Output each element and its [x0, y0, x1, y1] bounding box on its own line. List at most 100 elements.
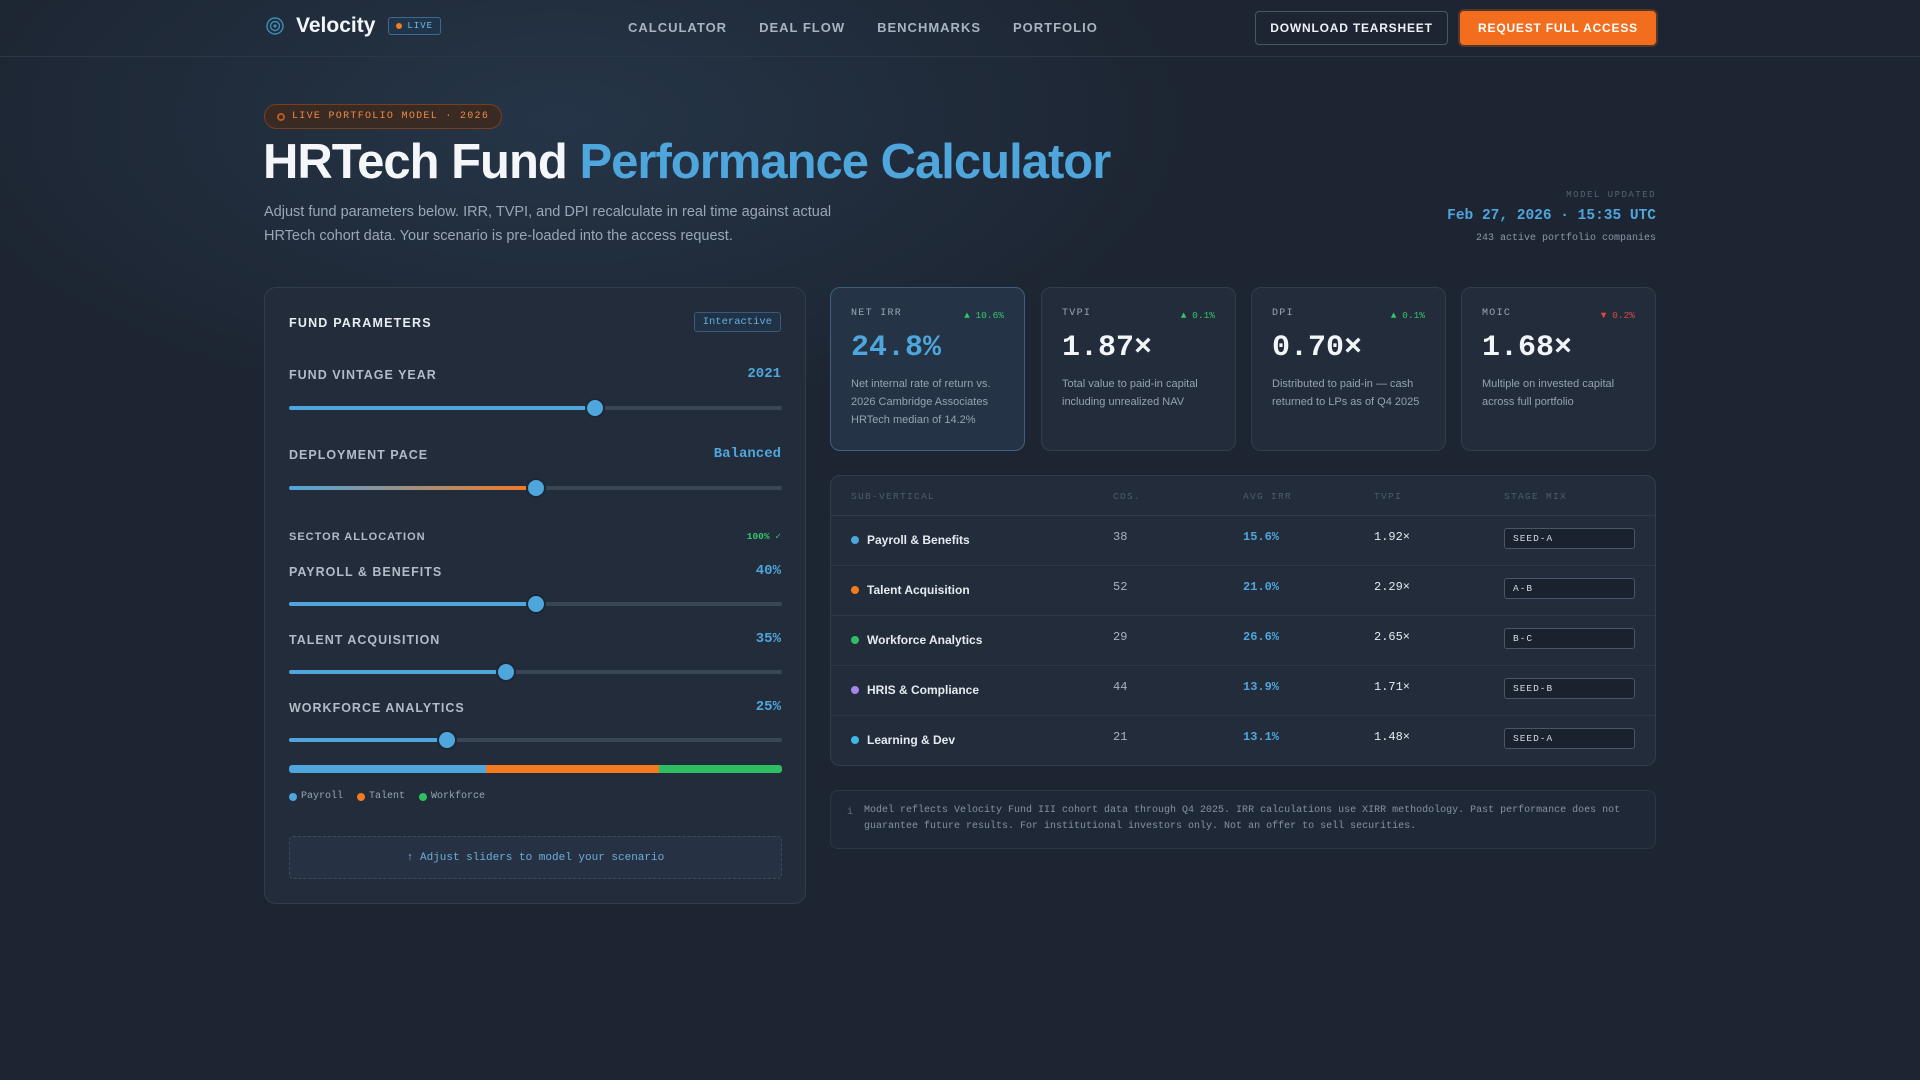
metric-card-dpi: DPI ▲ 0.1% 0.70× Distributed to paid-in …	[1251, 287, 1446, 451]
header-cos: COS.	[1113, 491, 1142, 502]
legend-item-talent: Talent	[357, 791, 405, 802]
pace-slider[interactable]	[289, 480, 782, 496]
slider-track	[289, 738, 782, 742]
panel-title: FUND PARAMETERS	[289, 316, 432, 330]
live-badge: LIVE	[388, 17, 441, 35]
vintage-slider[interactable]	[289, 400, 782, 416]
header-avg-irr: AVG IRR	[1243, 491, 1293, 502]
pace-value: Balanced	[713, 446, 781, 462]
page-title-accent: Performance Calculator	[579, 135, 1111, 189]
metric-description: Multiple on invested capital across full…	[1482, 378, 1615, 408]
velocity-logo-icon	[266, 17, 284, 35]
metric-label: DPI	[1272, 308, 1294, 319]
adjust-hint: ↑ Adjust sliders to model your scenario	[289, 836, 782, 879]
sub-vertical-name: Workforce Analytics	[851, 633, 982, 647]
legend-dot-icon	[289, 792, 297, 801]
table-row[interactable]: HRIS & Compliance 44 13.9% 1.71× SEED-B	[831, 666, 1655, 716]
fund-parameters-panel: FUND PARAMETERS Interactive FUND VINTAGE…	[264, 287, 806, 904]
metric-label: TVPI	[1062, 308, 1092, 319]
nav-link-portfolio[interactable]: PORTFOLIO	[1013, 20, 1098, 35]
talent-value: 35%	[755, 631, 781, 647]
row-name: HRIS & Compliance	[867, 683, 980, 697]
payroll-value: 40%	[755, 563, 781, 579]
metric-label: MOIC	[1482, 308, 1512, 319]
slider-thumb[interactable]	[527, 480, 544, 496]
legend-label: Workforce	[431, 791, 486, 802]
page-title-main: HRTech Fund	[263, 135, 568, 189]
nav-link-benchmarks[interactable]: BENCHMARKS	[877, 20, 981, 35]
irr-cell: 21.0%	[1243, 580, 1280, 594]
top-nav: Velocity LIVE CALCULATOR DEAL FLOW BENCH…	[0, 0, 1920, 57]
row-name: Payroll & Benefits	[867, 533, 970, 547]
model-updated: MODEL UPDATED Feb 27, 2026 · 15:35 UTC 2…	[1447, 190, 1656, 244]
legend-label: Payroll	[301, 791, 344, 802]
sector-allocation-check: 100% ✓	[746, 531, 781, 542]
metric-value: 24.8%	[851, 331, 942, 365]
metric-card-moic: MOIC ▼ 0.2% 1.68× Multiple on invested c…	[1461, 287, 1656, 451]
hero-pill: LIVE PORTFOLIO MODEL · 2026	[264, 104, 503, 129]
page-subtitle: Adjust fund parameters below. IRR, TVPI,…	[264, 204, 832, 244]
table-row[interactable]: Workforce Analytics 29 26.6% 2.65× B-C	[831, 616, 1655, 666]
brand[interactable]: Velocity LIVE	[264, 14, 441, 38]
slider-thumb[interactable]	[527, 596, 544, 612]
live-dot-icon	[396, 23, 403, 29]
updated-count: 243 active portfolio companies	[1475, 233, 1656, 244]
updated-label: MODEL UPDATED	[1566, 190, 1656, 200]
metric-value: 1.87×	[1062, 331, 1153, 365]
row-name: Talent Acquisition	[867, 583, 970, 597]
table-row[interactable]: Learning & Dev 21 13.1% 1.48× SEED-A	[831, 716, 1655, 765]
slider-fill	[289, 738, 447, 742]
table-row[interactable]: Payroll & Benefits 38 15.6% 1.92× SEED-A	[831, 516, 1655, 566]
nav-link-deal-flow[interactable]: DEAL FLOW	[759, 20, 846, 35]
header-tvpi: TVPI	[1374, 491, 1403, 502]
brand-name: Velocity	[296, 14, 376, 37]
allocation-bar	[289, 765, 782, 773]
tvpi-cell: 1.92×	[1374, 530, 1411, 544]
payroll-slider[interactable]	[289, 596, 782, 612]
slider-fill	[289, 406, 595, 410]
metric-delta: ▲ 0.1%	[1390, 310, 1425, 321]
updated-time: Feb 27, 2026 · 15:35 UTC	[1447, 208, 1656, 224]
cos-cell: 29	[1113, 630, 1128, 644]
slider-fill	[289, 486, 536, 490]
page-title: HRTech Fund Performance Calculator	[263, 134, 1111, 190]
metric-card-net-irr: NET IRR ▲ 10.6% 24.8% Net internal rate …	[830, 287, 1025, 451]
metric-delta: ▼ 0.2%	[1600, 310, 1635, 321]
workforce-slider[interactable]	[289, 732, 782, 748]
table-row[interactable]: Talent Acquisition 52 21.0% 2.29× A-B	[831, 566, 1655, 616]
slider-thumb[interactable]	[497, 664, 514, 680]
allocation-segment-workforce	[658, 765, 782, 773]
row-dot-icon	[851, 686, 859, 694]
nav-link-calculator[interactable]: CALCULATOR	[628, 20, 728, 35]
metric-description: Total value to paid-in capital including…	[1062, 378, 1198, 408]
disclaimer: i Model reflects Velocity Fund III cohor…	[830, 790, 1656, 849]
sector-allocation-title: SECTOR ALLOCATION	[289, 531, 426, 543]
tvpi-cell: 1.48×	[1374, 730, 1411, 744]
talent-slider[interactable]	[289, 664, 782, 680]
stage-mix-badge: A-B	[1504, 578, 1635, 599]
disclaimer-text: Model reflects Velocity Fund III cohort …	[864, 805, 1621, 832]
slider-fill	[289, 670, 506, 674]
row-dot-icon	[851, 736, 859, 744]
request-access-button[interactable]: REQUEST FULL ACCESS	[1460, 11, 1656, 45]
slider-thumb[interactable]	[586, 400, 603, 416]
tvpi-cell: 2.29×	[1374, 580, 1411, 594]
pace-label: DEPLOYMENT PACE	[289, 448, 429, 462]
slider-thumb[interactable]	[438, 732, 455, 748]
allocation-segment-talent	[486, 765, 659, 773]
download-tearsheet-button[interactable]: DOWNLOAD TEARSHEET	[1255, 11, 1448, 45]
row-dot-icon	[851, 636, 859, 644]
metric-description: Net internal rate of return vs. 2026 Cam…	[851, 378, 991, 426]
row-dot-icon	[851, 586, 859, 594]
allocation-legend: Payroll Talent Workforce	[289, 791, 499, 802]
tvpi-cell: 1.71×	[1374, 680, 1411, 694]
payroll-label: PAYROLL & BENEFITS	[289, 565, 443, 579]
cos-cell: 52	[1113, 580, 1128, 594]
row-name: Workforce Analytics	[867, 633, 983, 647]
cos-cell: 21	[1113, 730, 1128, 744]
workforce-label: WORKFORCE ANALYTICS	[289, 701, 465, 715]
vintage-label: FUND VINTAGE YEAR	[289, 368, 437, 382]
stage-mix-badge: B-C	[1504, 628, 1635, 649]
stage-mix-badge: SEED-A	[1504, 528, 1635, 549]
row-dot-icon	[851, 536, 859, 544]
